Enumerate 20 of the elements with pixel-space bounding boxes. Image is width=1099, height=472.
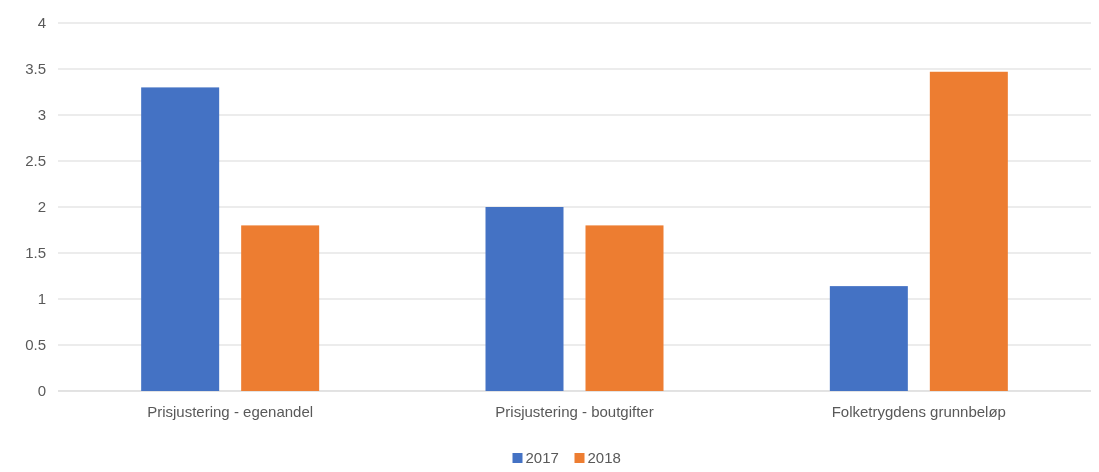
y-tick-label: 4: [37, 14, 46, 32]
bar: [241, 225, 320, 391]
y-tick-label: 2.5: [25, 152, 46, 170]
y-tick-label: 0: [37, 382, 46, 400]
bar: [485, 207, 564, 391]
bar: [929, 71, 1008, 391]
bar: [829, 286, 908, 391]
x-tick-label: Prisjustering - boutgifter: [495, 403, 654, 420]
y-tick-label: 0.5: [25, 336, 46, 354]
y-tick-label: 3: [37, 106, 46, 124]
bar: [585, 225, 664, 391]
y-tick-label: 3.5: [25, 60, 46, 78]
legend-label: 2017: [525, 449, 559, 466]
x-tick-label: Folketrygdens grunnbeløp: [831, 403, 1006, 420]
y-tick-label: 2: [37, 198, 46, 216]
y-tick-label: 1.5: [25, 244, 46, 262]
y-tick-label: 1: [37, 290, 46, 308]
x-tick-label: Prisjustering - egenandel: [147, 403, 314, 420]
bar: [141, 87, 220, 391]
legend-label: 2018: [587, 449, 621, 466]
